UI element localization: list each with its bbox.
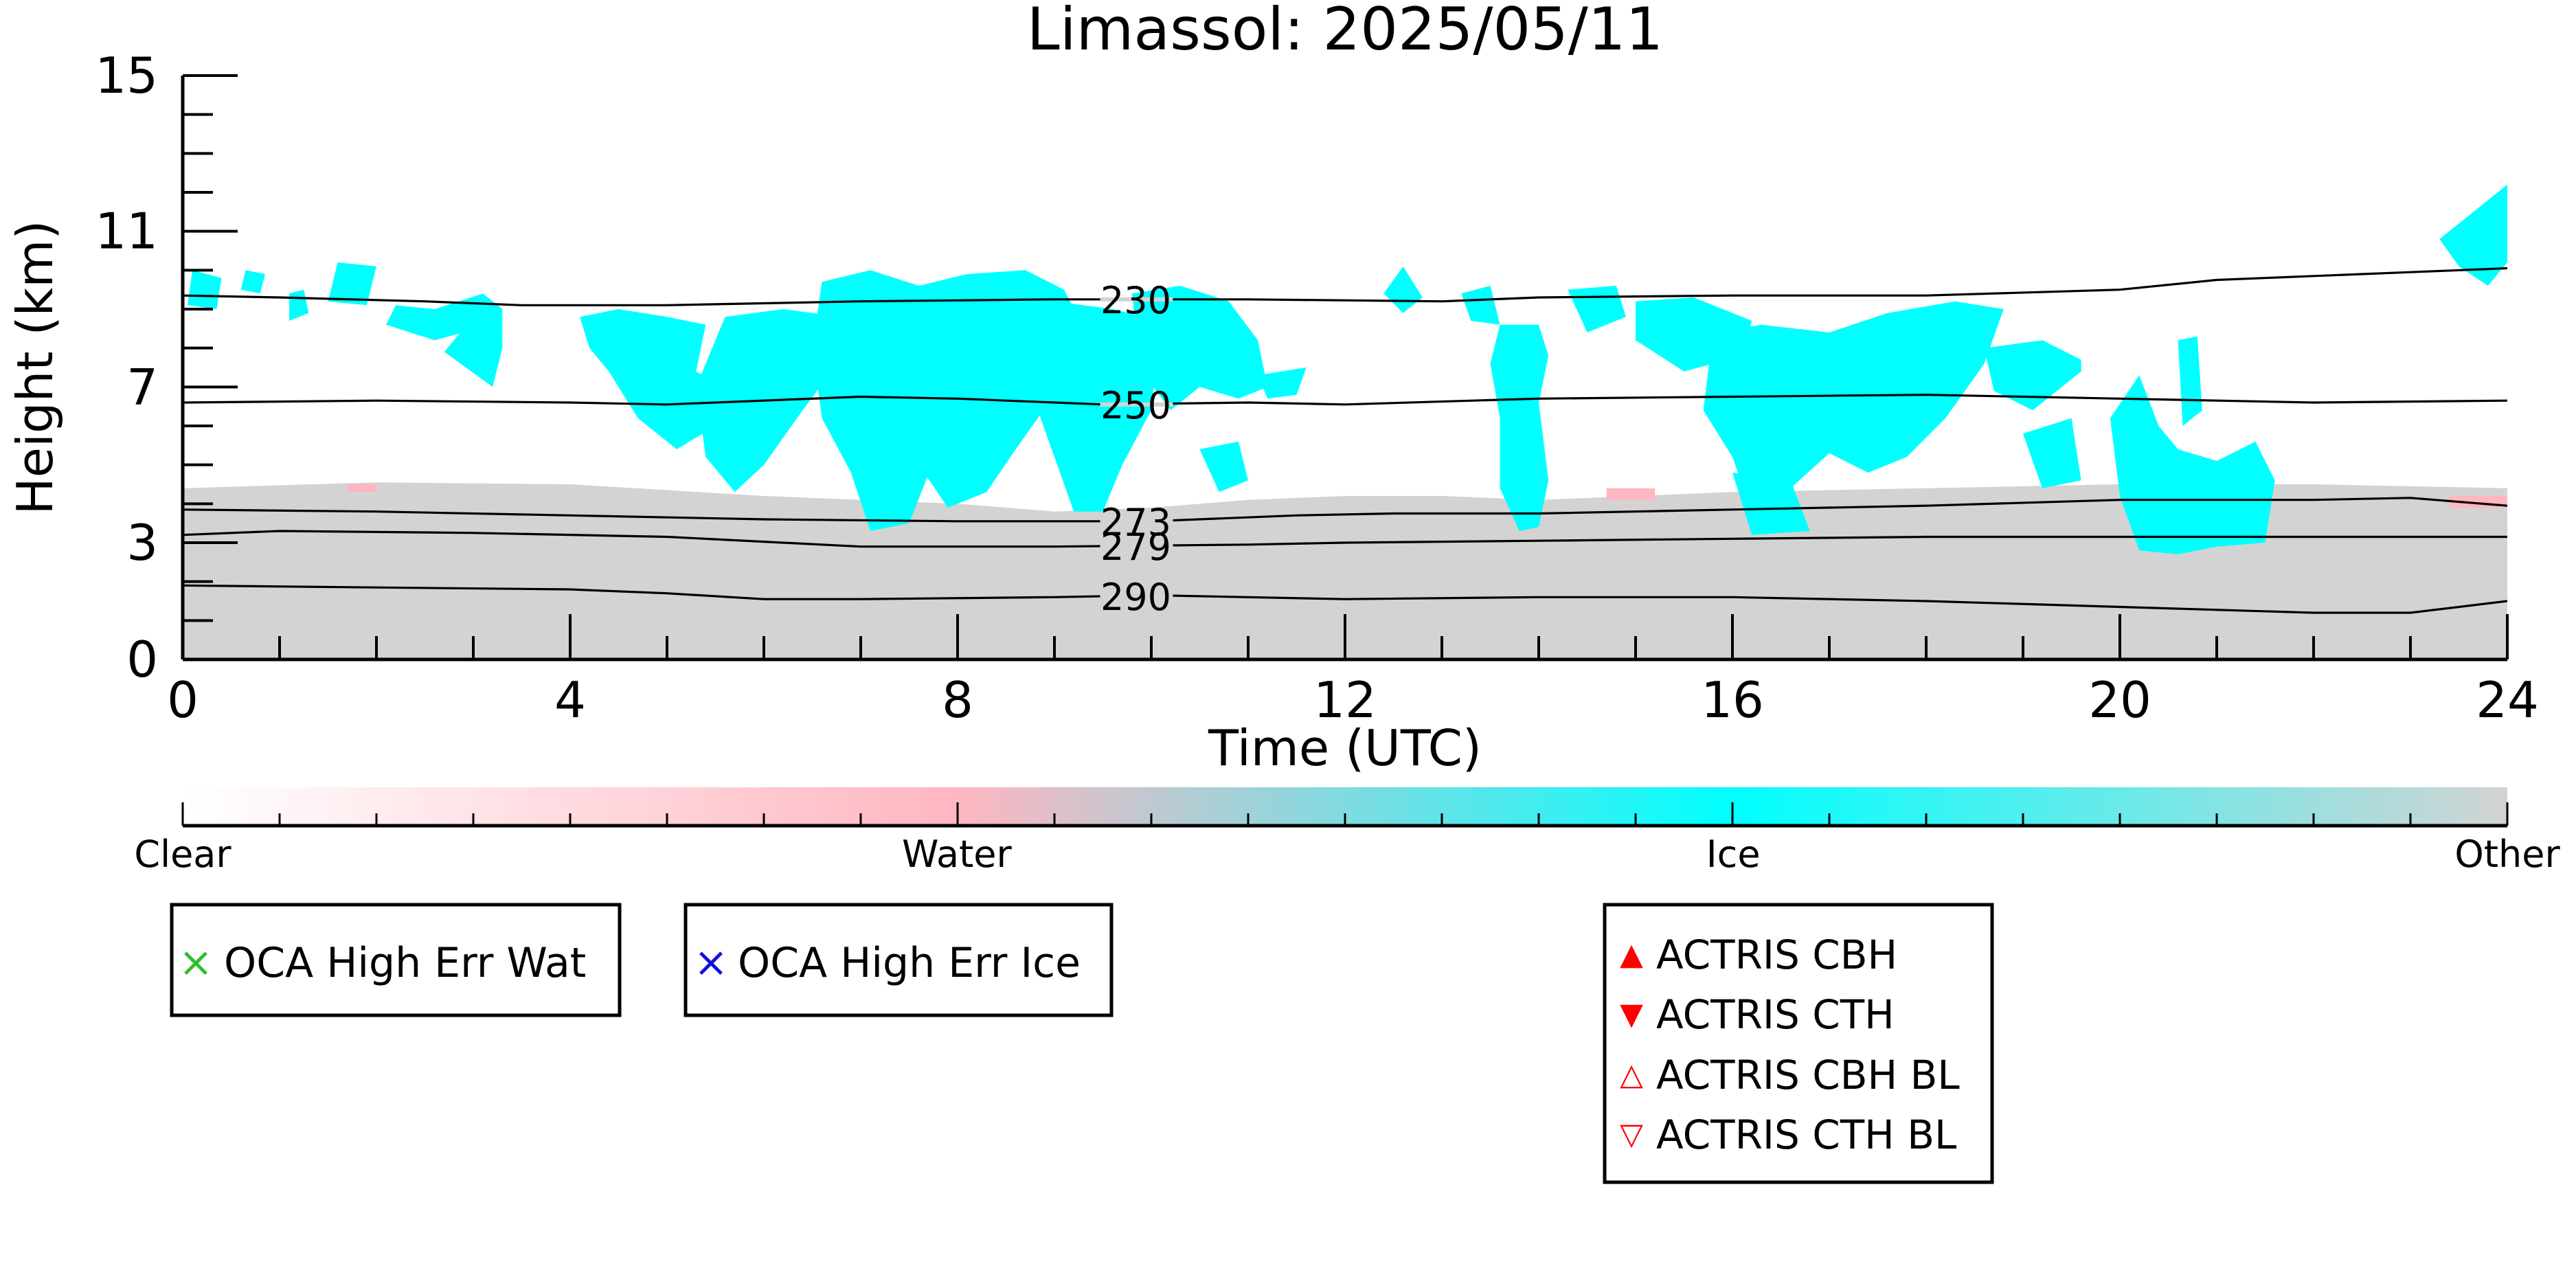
x-tick-label: 8 bbox=[942, 671, 973, 729]
colorbar-labels: Clear Water Ice Other bbox=[134, 833, 2560, 876]
legend-actris-cth-label: ACTRIS CTH bbox=[1656, 991, 1895, 1038]
legend-box bbox=[683, 903, 1114, 1017]
legend-oca-ice-marker: × bbox=[694, 938, 728, 986]
contour-line-273 bbox=[183, 497, 2507, 523]
contour-line-279 bbox=[183, 530, 2507, 548]
legend-box bbox=[1603, 903, 1994, 1184]
colorbar-label-ice: Ice bbox=[1706, 833, 1761, 876]
contour-label-gap bbox=[1100, 519, 1173, 523]
legend-oca-ice: × OCA High Err Ice bbox=[683, 903, 1114, 1017]
region-other bbox=[183, 482, 2507, 659]
legend-actris: ▲ ACTRIS CBH ▼ ACTRIS CTH △ ACTRIS CBH B… bbox=[1603, 903, 1994, 1184]
region-ice bbox=[1490, 324, 1549, 531]
legend-actris-cbh-bl-label: ACTRIS CBH BL bbox=[1656, 1052, 1960, 1098]
region-ice bbox=[909, 270, 1084, 508]
chart-title: Limassol: 2025/05/11 bbox=[1027, 0, 1663, 64]
y-tick-label: 7 bbox=[126, 358, 158, 416]
contour-line-250 bbox=[183, 394, 2507, 406]
colorbar-label-other: Other bbox=[2454, 833, 2560, 876]
colorbar-label-clear: Clear bbox=[134, 833, 231, 876]
legend-oca-wat-marker: × bbox=[179, 938, 213, 986]
legend-box bbox=[170, 903, 622, 1017]
region-ice bbox=[328, 262, 376, 306]
x-tick-label: 0 bbox=[167, 671, 199, 729]
legend-oca-wat-label: OCA High Err Wat bbox=[224, 939, 586, 987]
x-tick-label: 4 bbox=[554, 671, 586, 729]
y-tick-label: 0 bbox=[126, 631, 158, 688]
region-ice bbox=[1258, 368, 1307, 399]
y-tick-label: 11 bbox=[95, 203, 158, 260]
legend-actris-cth-bl-marker: ▽ bbox=[1620, 1117, 1643, 1152]
region-ice bbox=[2023, 418, 2081, 488]
region-ice bbox=[444, 328, 503, 387]
legend-actris-cth-bl-label: ACTRIS CTH BL bbox=[1656, 1111, 1956, 1158]
x-tick-label: 20 bbox=[2088, 671, 2151, 729]
contour-label-gap bbox=[1100, 402, 1173, 407]
region-water bbox=[347, 484, 376, 493]
colorbar: Clear Water Ice Other bbox=[134, 787, 2560, 876]
colorbar-label-water: Water bbox=[902, 833, 1012, 876]
region-ice bbox=[1984, 340, 2081, 411]
region-ice bbox=[1703, 301, 2004, 512]
contour-label-gap bbox=[1100, 594, 1173, 598]
contour-label-gap bbox=[1100, 297, 1173, 302]
contour-label-273: 273 bbox=[1100, 501, 1171, 544]
region-ice bbox=[2178, 336, 2202, 426]
legend-actris-cbh-bl-marker: △ bbox=[1620, 1057, 1643, 1092]
y-tick-label: 3 bbox=[126, 514, 158, 572]
region-ice bbox=[1035, 301, 1162, 512]
x-tick-label: 12 bbox=[1313, 671, 1377, 729]
y-tick-label: 15 bbox=[95, 47, 158, 104]
contour-line-290 bbox=[183, 584, 2507, 614]
contour-line-230 bbox=[183, 267, 2507, 306]
region-ice bbox=[1199, 441, 1248, 493]
contour-label-279: 279 bbox=[1100, 526, 1171, 569]
contour-label-gap bbox=[1100, 543, 1173, 548]
contour-label-250: 250 bbox=[1100, 384, 1171, 427]
colorbar-ticks bbox=[181, 802, 2509, 828]
legend-actris-cbh-label: ACTRIS CBH bbox=[1656, 931, 1897, 978]
legend-actris-cbh-marker: ▲ bbox=[1620, 937, 1643, 972]
region-ice bbox=[1732, 473, 1810, 535]
contour-label-230: 230 bbox=[1100, 279, 1171, 322]
region-ice bbox=[1383, 266, 1423, 313]
region-ice bbox=[580, 309, 725, 449]
region-water bbox=[1606, 488, 1656, 500]
legend-oca-wat: × OCA High Err Wat bbox=[170, 903, 622, 1017]
region-ice bbox=[2110, 375, 2275, 554]
legend-actris-cth-marker: ▼ bbox=[1620, 997, 1643, 1032]
legend-oca-ice-label: OCA High Err Ice bbox=[738, 939, 1081, 987]
x-tick-label: 16 bbox=[1701, 671, 1764, 729]
region-ice bbox=[240, 270, 265, 294]
region-ice bbox=[1568, 286, 1626, 332]
region-ice bbox=[1131, 286, 1268, 411]
region-ice bbox=[289, 289, 309, 321]
region-ice bbox=[2439, 184, 2507, 286]
axes: 0 3 7 11 15 0 4 8 12 16 20 24 bbox=[95, 47, 2538, 729]
region-ice bbox=[1461, 286, 1500, 325]
y-axis-label: Height (km) bbox=[6, 221, 64, 515]
x-axis-label: Time (UTC) bbox=[1208, 719, 1482, 777]
contour-label-290: 290 bbox=[1100, 576, 1171, 619]
x-tick-label: 24 bbox=[2476, 671, 2539, 729]
region-ice bbox=[188, 270, 222, 309]
